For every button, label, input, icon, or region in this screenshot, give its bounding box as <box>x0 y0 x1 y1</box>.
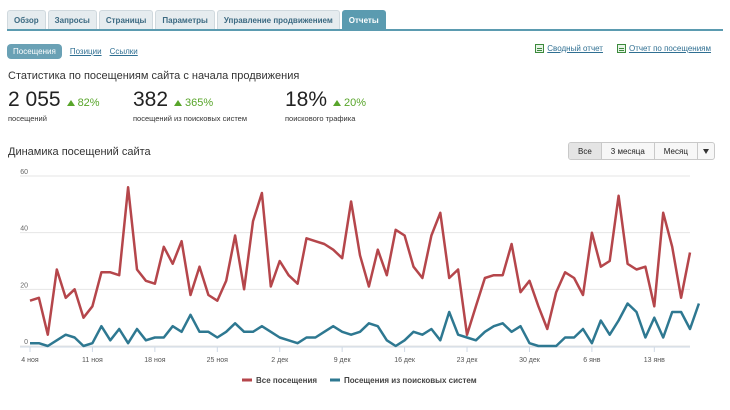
stat-change: 20% <box>333 97 366 109</box>
stat-label: посещений из поисковых систем <box>133 114 248 123</box>
y-tick-label: 40 <box>20 226 28 233</box>
subnav-visits-active[interactable]: Посещения <box>7 44 62 59</box>
report-tabs: Обзор Запросы Страницы Параметры Управление … <box>7 10 723 31</box>
stat-label: поискового трафика <box>285 114 356 123</box>
tab-1[interactable]: Запросы <box>47 10 97 29</box>
subnav: Посещения Позиции Ссылки <box>7 44 138 59</box>
arrow-up-icon <box>174 100 183 106</box>
arrow-up-icon <box>333 100 342 106</box>
subnav-link-positions[interactable]: Позиции <box>69 47 102 56</box>
tab-3[interactable]: Параметры <box>155 10 215 29</box>
visits-report-label: Отчет по посещениям <box>628 44 711 53</box>
range-selector: Все 3 месяца Месяц <box>568 142 715 160</box>
excel-icon <box>535 44 545 53</box>
x-tick-label: 6 янв <box>583 357 600 364</box>
stat-value: 18% <box>285 88 328 111</box>
excel-icon <box>616 44 626 53</box>
x-tick-label: 2 дек <box>271 357 289 364</box>
tab-0[interactable]: Обзор <box>7 10 46 29</box>
summary-report-label: Сводный отчет <box>547 44 603 53</box>
summary-report-link[interactable]: Сводный отчет <box>535 44 603 53</box>
tab-2[interactable]: Страницы <box>98 10 154 29</box>
stat-value: 2 055 <box>8 88 61 111</box>
range-3-months-button[interactable]: 3 месяца <box>602 143 655 159</box>
x-tick-label: 30 дек <box>519 357 541 364</box>
stat-label: посещений <box>8 114 47 123</box>
dynamics-title: Динамика посещений сайта <box>8 146 151 158</box>
range-all-button[interactable]: Все <box>569 143 602 159</box>
stat-search-share: 18% 20% поискового трафика <box>285 88 366 123</box>
series-line-1 <box>30 302 701 348</box>
x-tick-label: 4 ноя <box>21 357 39 364</box>
report-links: Сводный отчет Отчет по посещениям <box>535 44 711 53</box>
arrow-up-icon <box>66 100 75 106</box>
range-dropdown-icon[interactable] <box>698 143 714 159</box>
x-tick-label: 16 дек <box>394 357 416 364</box>
visits-chart: 0 20 40 60 4 ноя 11 ноя 18 ноя 25 ноя 2 дек 9 дек… <box>20 169 701 385</box>
stat-change: 365% <box>174 97 213 109</box>
x-tick-label: 25 ноя <box>207 357 228 364</box>
range-month-button[interactable]: Месяц <box>655 143 698 159</box>
stats-title: Статистика по посещениям сайта с начала … <box>8 70 300 82</box>
y-tick-label: 60 <box>20 169 28 176</box>
legend-label: Посещения из поисковых систем <box>344 376 477 385</box>
subnav-link-links[interactable]: Ссылки <box>109 47 138 56</box>
x-tick-label: 13 янв <box>644 357 665 364</box>
x-tick-label: 9 дек <box>334 357 352 364</box>
x-tick-label: 23 дек <box>457 357 479 364</box>
stat-change: 82% <box>66 97 100 109</box>
y-tick-label: 20 <box>20 282 28 289</box>
stat-visits: 2 055 82% посещений <box>8 88 100 123</box>
stat-value: 382 <box>133 88 169 111</box>
tab-5[interactable]: Отчеты <box>341 10 386 29</box>
stat-search-visits: 382 365% посещений из поисковых систем <box>133 88 247 123</box>
legend-label: Все посещения <box>256 376 317 385</box>
tab-4[interactable]: Управление продвижением <box>216 10 340 29</box>
visits-report-link[interactable]: Отчет по посещениям <box>616 44 711 53</box>
x-tick-label: 18 ноя <box>144 357 165 364</box>
y-tick-label: 0 <box>24 339 28 346</box>
series-line-0 <box>29 186 692 336</box>
x-tick-label: 11 ноя <box>82 357 103 364</box>
